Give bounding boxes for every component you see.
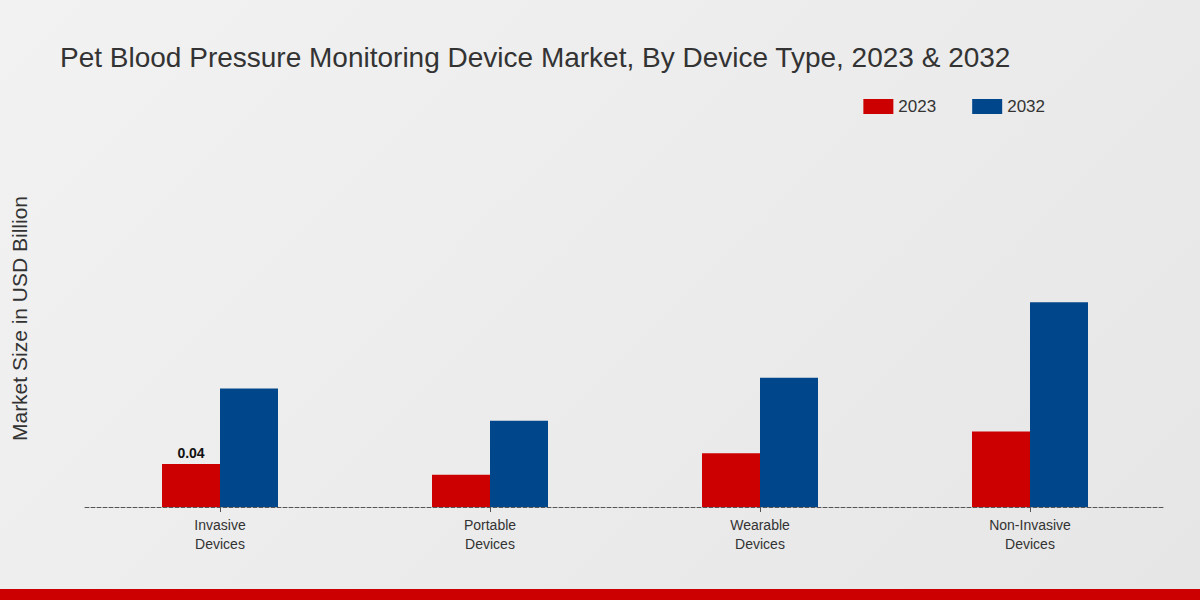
- svg-text:0.04: 0.04: [177, 445, 204, 461]
- svg-text:Portable: Portable: [464, 517, 516, 533]
- svg-text:Devices: Devices: [735, 536, 785, 552]
- svg-text:2023: 2023: [898, 97, 936, 116]
- svg-text:Devices: Devices: [465, 536, 515, 552]
- svg-text:Wearable: Wearable: [730, 517, 790, 533]
- svg-text:2032: 2032: [1007, 97, 1045, 116]
- svg-text:Non-Invasive: Non-Invasive: [989, 517, 1071, 533]
- svg-text:Devices: Devices: [195, 536, 245, 552]
- svg-text:Invasive: Invasive: [194, 517, 246, 533]
- svg-text:Pet Blood Pressure Monitoring: Pet Blood Pressure Monitoring Device Mar…: [60, 42, 1010, 73]
- svg-text:Market Size in USD Billion: Market Size in USD Billion: [8, 196, 31, 441]
- svg-text:Devices: Devices: [1005, 536, 1055, 552]
